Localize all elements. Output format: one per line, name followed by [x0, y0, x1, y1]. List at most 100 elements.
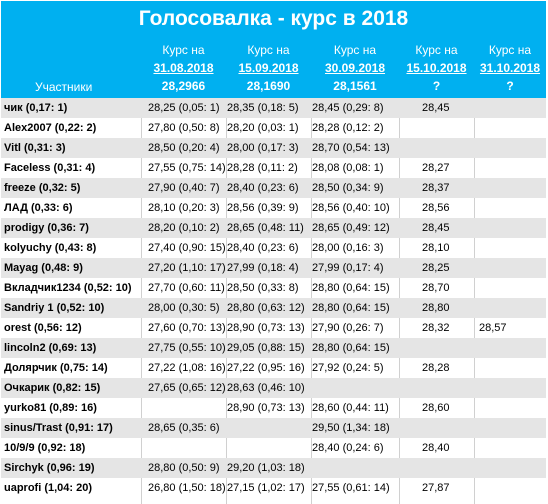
rate-cell-3: 28,50 (0,34: 9)	[312, 182, 384, 194]
rate-cell-3: 28,80 (0,64: 15)	[312, 302, 390, 314]
table-row[interactable]: Вкладчик1234 (0,52: 10) 27,70 (0,60: 11)…	[1, 278, 546, 298]
header-col-rate: ?	[432, 79, 441, 93]
header-col-label: Курс на	[415, 43, 458, 57]
header-col-date: 15.10.2018	[406, 61, 467, 75]
participant-name: 10/9/9 (0,92: 18)	[4, 442, 86, 454]
header-col-3[interactable]: Курс на 30.09.2018 28,1561	[311, 37, 399, 98]
rate-cell-4: 28,32	[422, 322, 450, 334]
rate-cell-2: 28,20 (0,03: 1)	[227, 122, 299, 134]
rate-cell-3: 27,92 (0,24: 5)	[312, 362, 384, 374]
table-row[interactable]: Долярчик (0,75: 14) 27,22 (1,08: 16) 27,…	[1, 358, 546, 378]
header-col-4[interactable]: Курс на 15.10.2018 ?	[399, 37, 474, 98]
rate-cell-2: 28,90 (0,73: 13)	[227, 402, 305, 414]
header-col-5[interactable]: Курс на 31.10.2018 ?	[474, 37, 546, 98]
header-participants[interactable]: Участники	[1, 37, 141, 98]
rate-cell-2: 28,63 (0,46: 10)	[227, 382, 305, 394]
table-row[interactable]: Sirchyk (0,96: 19) 28,80 (0,50: 9) 29,20…	[1, 458, 546, 478]
rate-cell-1: 28,20 (0,10: 2)	[148, 222, 220, 234]
participant-name: чик (0,17: 1)	[4, 102, 68, 114]
participant-name: Vitl (0,31: 3)	[4, 142, 66, 154]
table-row[interactable]: Очкарик (0,82: 15) 27,65 (0,65: 12) 28,6…	[1, 378, 546, 398]
rate-cell-3: 28,08 (0,08: 1)	[312, 162, 384, 174]
rate-cell-2: 29,05 (0,88: 15)	[227, 342, 305, 354]
participant-name: Долярчик (0,75: 14)	[4, 362, 108, 374]
table-row[interactable]: orest (0,56: 12) 27,60 (0,70: 13) 28,90 …	[1, 318, 546, 338]
header-col-rate: ?	[506, 79, 514, 93]
header-col-date: 31.10.2018	[479, 61, 541, 75]
rate-cell-4: 27,87	[422, 482, 450, 494]
rate-cell-4: 28,70	[422, 282, 450, 294]
rate-cell-1: 27,70 (0,60: 11)	[148, 282, 225, 294]
table-row[interactable]: uaprofi (1,04: 20) 26,80 (1,50: 18) 27,1…	[1, 478, 546, 498]
participant-name: yurko81 (0,89: 16)	[4, 402, 97, 414]
participant-name: uaprofi (1,04: 20)	[4, 482, 93, 494]
rate-cell-1: 26,80 (1,50: 18)	[148, 482, 226, 494]
rate-cell-2: 27,99 (0,18: 4)	[227, 262, 299, 274]
rate-cell-4: 28,37	[422, 182, 450, 194]
rate-cell-5: 28,57	[479, 322, 507, 334]
rate-cell-4: 28,28	[422, 362, 450, 374]
table-row[interactable]: lincoln2 (0,69: 13) 27,75 (0,55: 10) 29,…	[1, 338, 546, 358]
participant-name: prodigy (0,36: 7)	[4, 222, 89, 234]
table-row[interactable]: чик (0,17: 1) 28,25 (0,05: 1) 28,35 (0,1…	[1, 98, 546, 118]
participant-name: kolyuchy (0,43: 8)	[4, 242, 97, 254]
rate-cell-2: 28,00 (0,17: 3)	[227, 142, 299, 154]
rate-cell-1: 28,80 (0,50: 9)	[148, 462, 220, 474]
table-row[interactable]: sinus/Trast (0,91: 17) 28,65 (0,35: 6) 2…	[1, 418, 546, 438]
table-row[interactable]: freeze (0,32: 5) 27,90 (0,40: 7) 28,40 (…	[1, 178, 546, 198]
rate-cell-3: 27,99 (0,17: 4)	[312, 262, 384, 274]
table-row[interactable]: kolyuchy (0,43: 8) 27,40 (0,90: 15) 28,4…	[1, 238, 546, 258]
participant-name: freeze (0,32: 5)	[4, 182, 81, 194]
table-row[interactable]: Sandriy 1 (0,52: 10) 28,00 (0,30: 5) 28,…	[1, 298, 546, 318]
rate-cell-4: 28,40	[422, 442, 450, 454]
header-col-2[interactable]: Курс на 15.09.2018 28,1690	[226, 37, 311, 98]
rate-cell-2: 28,90 (0,73: 13)	[227, 322, 305, 334]
rate-cell-2: 28,65 (0,48: 11)	[227, 222, 304, 234]
table-row[interactable]: Alex2007 (0,22: 2) 27,80 (0,50: 8) 28,20…	[1, 118, 546, 138]
rate-cell-3: 27,55 (0,61: 14)	[312, 482, 390, 494]
rate-cell-2: 29,20 (1,03: 18)	[227, 462, 305, 474]
rate-cell-4: 28,56	[422, 202, 450, 214]
header-col-1[interactable]: Курс на 31.08.2018 28,2966	[141, 37, 226, 98]
rate-cell-2: 28,40 (0,23: 6)	[227, 242, 299, 254]
participant-name: orest (0,56: 12)	[4, 322, 82, 334]
header-col-rate: 28,2966	[161, 79, 206, 93]
rate-cell-1: 27,55 (0,75: 14)	[148, 162, 226, 174]
rate-cell-3: 28,40 (0,24: 6)	[312, 442, 384, 454]
rate-cell-1: 27,60 (0,70: 13)	[148, 322, 226, 334]
rate-cell-3: 27,90 (0,26: 7)	[312, 322, 384, 334]
participant-name: Вкладчик1234 (0,52: 10)	[4, 282, 132, 294]
table-row[interactable]: 10/9/9 (0,92: 18) 28,40 (0,24: 6) 28,40	[1, 438, 546, 458]
rate-cell-2: 27,15 (1,02: 17)	[227, 482, 305, 494]
rate-cell-2: 28,35 (0,18: 5)	[227, 102, 299, 114]
header-col-date: 15.09.2018	[238, 61, 299, 75]
header-col-rate: 28,1561	[333, 79, 377, 93]
rate-cell-3: 28,28 (0,12: 2)	[312, 122, 384, 134]
rate-cell-1: 28,65 (0,35: 6)	[148, 422, 220, 434]
participant-name: Mayag (0,48: 9)	[4, 262, 83, 274]
participant-name: Alex2007 (0,22: 2)	[4, 122, 97, 134]
rate-cell-3: 29,50 (1,34: 18)	[312, 422, 390, 434]
table-row[interactable]: yurko81 (0,89: 16) 28,90 (0,73: 13) 28,6…	[1, 398, 546, 418]
table-row[interactable]: prodigy (0,36: 7) 28,20 (0,10: 2) 28,65 …	[1, 218, 546, 238]
participant-name: Sandriy 1 (0,52: 10)	[4, 302, 105, 314]
rate-cell-4: 28,27	[422, 162, 450, 174]
rate-cell-4: 28,45	[422, 102, 450, 114]
header-col-label: Курс на	[488, 43, 532, 57]
rate-cell-3: 28,60 (0,44: 11)	[312, 402, 389, 414]
rate-cell-1: 27,65 (0,65: 12)	[148, 382, 226, 394]
rate-cell-4: 28,10	[422, 242, 450, 254]
rate-cell-1: 27,40 (0,90: 15)	[148, 242, 226, 254]
table-row[interactable]: Vitl (0,31: 3) 28,50 (0,20: 4) 28,00 (0,…	[1, 138, 546, 158]
rate-cell-1: 28,10 (0,20: 3)	[148, 202, 220, 214]
table-row[interactable]: ЛАД (0,33: 6) 28,10 (0,20: 3) 28,56 (0,3…	[1, 198, 546, 218]
rate-cell-1: 27,75 (0,55: 10)	[148, 342, 226, 354]
participant-name: lincoln2 (0,69: 13)	[4, 342, 97, 354]
rate-cell-2: 28,50 (0,33: 8)	[227, 282, 299, 294]
table-row[interactable]: Mayag (0,48: 9) 27,20 (1,10: 17) 27,99 (…	[1, 258, 546, 278]
table-row[interactable]: Faceless (0,31: 4) 27,55 (0,75: 14) 28,2…	[1, 158, 546, 178]
header-col-date: 30.09.2018	[324, 61, 386, 75]
participants-label: Участники	[35, 80, 93, 94]
header-col-rate: 28,1690	[246, 79, 291, 93]
